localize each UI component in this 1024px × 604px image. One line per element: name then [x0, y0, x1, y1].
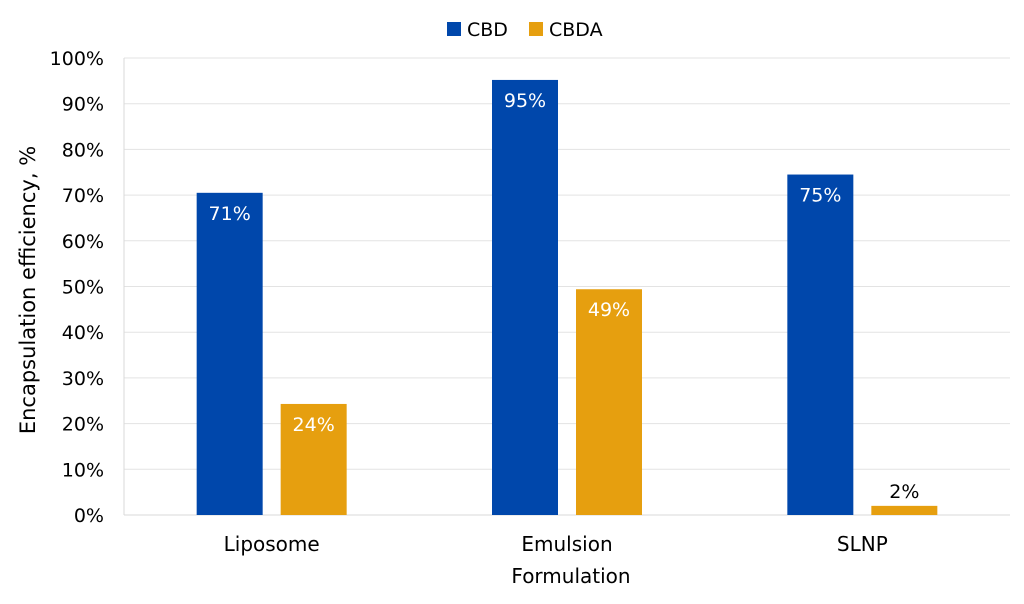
y-tick-label: 80% — [62, 139, 104, 161]
bar-cbda-emulsion — [576, 289, 642, 515]
y-tick-label: 30% — [62, 368, 104, 390]
y-tick-label: 60% — [62, 231, 104, 253]
x-axis-label: Formulation — [511, 564, 630, 588]
y-axis-label: Encapsulation efficiency, % — [16, 146, 40, 434]
y-tick-label: 100% — [50, 48, 104, 70]
data-label: 71% — [209, 203, 251, 225]
y-tick-label: 50% — [62, 277, 104, 299]
bar-cbd-slnp — [787, 174, 854, 515]
data-label: 24% — [293, 414, 335, 436]
bar-cbda-liposome — [280, 403, 347, 515]
bar-cbd-liposome — [196, 192, 263, 515]
x-tick-label: Liposome — [224, 532, 320, 556]
gridlines — [124, 57, 1010, 470]
x-tick-label: SLNP — [837, 532, 888, 556]
bars — [196, 79, 938, 515]
data-label: 95% — [504, 90, 546, 112]
data-label: 75% — [799, 185, 841, 207]
data-label: 2% — [889, 481, 919, 503]
x-tick-label: Emulsion — [521, 532, 612, 556]
data-label: 49% — [588, 299, 630, 321]
data-labels: 71% 24% 95% 49% 75% 2% — [209, 90, 920, 503]
legend-swatch-cbd — [447, 22, 461, 36]
legend-label-cbd: CBD — [467, 19, 508, 41]
legend-label-cbda: CBDA — [549, 19, 603, 41]
y-tick-label: 0% — [74, 505, 104, 527]
axes: 0% 10% 20% 30% 40% 50% 60% 70% 80% 90% 100% Liposom… — [50, 48, 1010, 556]
bar-cbda-slnp — [871, 505, 938, 515]
legend: CBD CBDA — [447, 19, 603, 41]
y-tick-label: 90% — [62, 94, 104, 116]
legend-swatch-cbda — [529, 22, 543, 36]
y-tick-label: 20% — [62, 414, 104, 436]
y-tick-label: 10% — [62, 459, 104, 481]
y-tick-label: 70% — [62, 185, 104, 207]
y-tick-label: 40% — [62, 322, 104, 344]
bar-cbd-emulsion — [492, 79, 558, 515]
